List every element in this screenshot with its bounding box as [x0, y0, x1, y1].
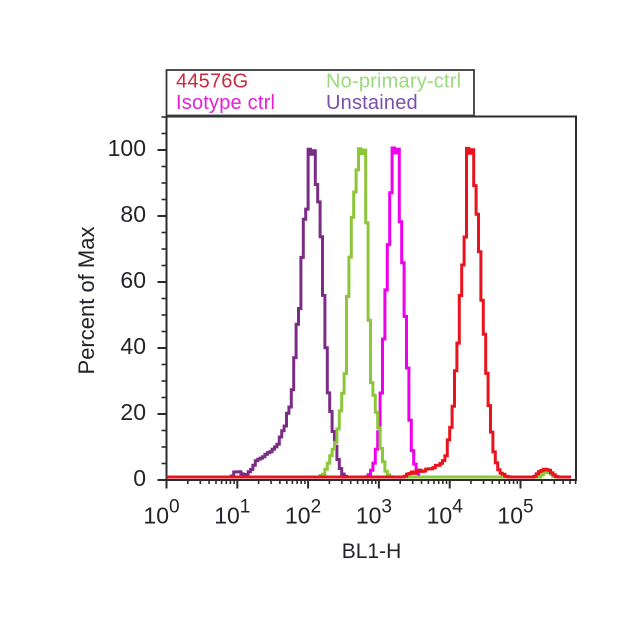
svg-text:102: 102 — [285, 497, 321, 529]
svg-text:0: 0 — [133, 465, 146, 491]
svg-text:Isotype ctrl: Isotype ctrl — [176, 92, 275, 114]
svg-text:BL1-H: BL1-H — [342, 540, 402, 563]
svg-text:80: 80 — [120, 201, 146, 227]
svg-text:60: 60 — [120, 267, 146, 293]
svg-text:101: 101 — [214, 497, 250, 529]
svg-text:No-primary-ctrl: No-primary-ctrl — [326, 71, 461, 93]
svg-text:44576G: 44576G — [176, 71, 248, 93]
svg-text:20: 20 — [120, 399, 146, 425]
svg-text:100: 100 — [108, 135, 146, 161]
svg-text:Percent of Max: Percent of Max — [74, 227, 99, 375]
svg-text:40: 40 — [120, 333, 146, 359]
svg-text:Unstained: Unstained — [326, 92, 418, 114]
